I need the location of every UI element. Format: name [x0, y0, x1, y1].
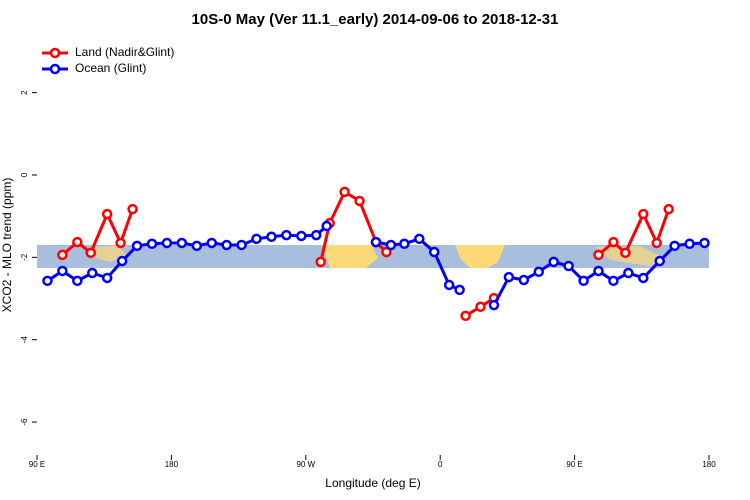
legend-marker — [49, 47, 61, 59]
data-point — [236, 239, 247, 251]
data-point — [42, 275, 53, 287]
data-point — [475, 301, 486, 313]
data-point — [191, 240, 203, 252]
data-point — [460, 310, 471, 322]
data-point — [684, 238, 695, 250]
x-tick-label: 180 — [702, 460, 716, 469]
data-point — [518, 274, 530, 286]
map-strip — [37, 245, 709, 268]
data-point — [101, 272, 113, 284]
data-point — [503, 271, 515, 283]
series-line — [61, 189, 671, 318]
data-point — [608, 275, 619, 287]
y-tick-label: -4 — [20, 336, 29, 344]
data-point — [563, 260, 574, 272]
data-point — [354, 195, 365, 207]
data-point — [533, 266, 545, 278]
data-point — [663, 203, 674, 215]
legend: Land (Nadir&Glint) Ocean (Glint) — [42, 45, 174, 75]
data-point — [161, 237, 173, 249]
x-tick-label: 90 E — [29, 460, 45, 469]
data-point — [57, 265, 68, 277]
data-point — [381, 246, 392, 258]
legend-marker — [49, 63, 61, 75]
data-point — [638, 272, 649, 284]
data-point — [57, 249, 68, 261]
x-tick-label: 90 W — [296, 460, 315, 469]
data-point — [399, 238, 410, 250]
data-point — [699, 237, 710, 249]
data-point — [443, 279, 455, 291]
data-point — [221, 239, 232, 251]
data-point — [131, 240, 143, 252]
data-point — [608, 236, 619, 248]
data-point — [651, 237, 662, 249]
data-point — [116, 255, 128, 267]
data-point — [127, 203, 138, 215]
data-point — [85, 247, 97, 259]
data-point — [385, 239, 397, 251]
data-point — [311, 229, 322, 241]
data-point — [428, 246, 440, 258]
data-point — [176, 237, 188, 249]
data-point — [296, 230, 307, 242]
legend-label: Land (Nadir&Glint) — [75, 45, 174, 59]
data-point — [266, 231, 277, 243]
y-axis-label: XCO2 - MLO trend (ppm) — [0, 178, 14, 313]
data-point — [578, 275, 589, 287]
data-point — [638, 208, 649, 220]
legend-label: Ocean (Glint) — [75, 61, 146, 75]
data-point — [206, 237, 217, 249]
data-point — [72, 236, 83, 248]
data-point — [72, 275, 83, 287]
data-point — [321, 220, 332, 232]
y-tick-label: 2 — [20, 90, 29, 95]
data-point — [115, 237, 126, 249]
data-point — [548, 256, 559, 268]
data-point — [623, 267, 634, 279]
data-point — [669, 240, 680, 252]
x-tick-label: 90 E — [566, 460, 582, 469]
data-point — [339, 186, 350, 198]
data-point — [593, 265, 604, 277]
data-point — [315, 256, 326, 268]
data-point — [414, 233, 425, 245]
data-point — [593, 249, 604, 261]
data-point — [488, 299, 500, 311]
data-point — [281, 229, 292, 241]
data-point — [87, 267, 98, 279]
data-point — [101, 208, 113, 220]
x-tick-label: 180 — [165, 460, 179, 469]
x-tick-label: 0 — [438, 460, 443, 469]
data-point — [620, 247, 631, 259]
y-tick-label: -2 — [20, 253, 29, 261]
data-point — [654, 255, 665, 267]
data-point — [454, 284, 465, 296]
x-axis-label: Longitude (deg E) — [325, 476, 420, 490]
data-point — [146, 238, 158, 250]
data-point — [251, 233, 262, 245]
data-point — [370, 236, 382, 248]
y-tick-label: 0 — [20, 172, 29, 177]
y-tick-label: -6 — [20, 418, 29, 426]
chart-title: 10S-0 May (Ver 11.1_early) 2014-09-06 to… — [192, 11, 559, 28]
